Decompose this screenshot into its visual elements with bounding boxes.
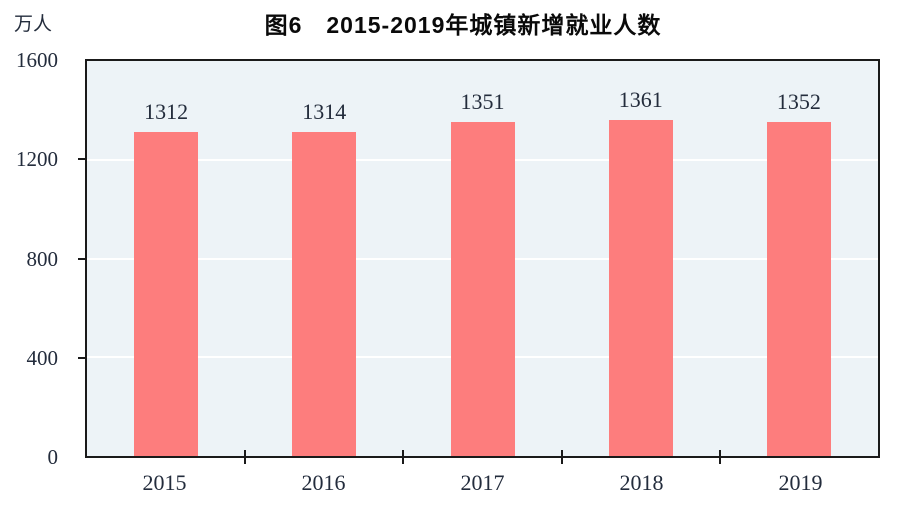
y-tick-label: 400 (26, 345, 59, 370)
bar-2016 (292, 132, 357, 456)
x-axis-tick-mark (244, 450, 247, 464)
x-axis-tick-mark (402, 450, 405, 464)
y-tick-label: 1600 (16, 48, 58, 72)
x-axis-label-2015: 2015 (142, 470, 187, 495)
bar-value-2019: 1352 (776, 89, 821, 114)
chart-title: 图6 2015-2019年城镇新增就业人数 (264, 12, 662, 38)
bar-2019 (766, 122, 831, 456)
bar-2017 (450, 122, 515, 456)
x-axis-tick-mark (560, 450, 563, 464)
bar-2018 (608, 120, 673, 456)
y-tick-label: 800 (26, 246, 59, 271)
bar-value-2018: 1361 (618, 87, 663, 112)
y-tick-label: 1200 (16, 147, 58, 172)
bar-2015 (134, 132, 199, 456)
y-axis-tick-mark (78, 257, 87, 260)
plot-area: 1312 1314 1351 1361 1352 (85, 59, 880, 458)
x-axis-tick-mark (718, 450, 721, 464)
x-axis-label-2019: 2019 (778, 470, 823, 495)
x-axis-label-2016: 2016 (301, 470, 346, 495)
bar-value-2017: 1351 (460, 89, 505, 114)
bar-value-2015: 1312 (144, 99, 189, 124)
y-tick-label: 0 (47, 445, 59, 469)
bar-value-2016: 1314 (302, 99, 347, 124)
y-axis-unit-label: 万人 (14, 14, 53, 35)
y-axis-tick-mark (78, 356, 87, 359)
x-axis-label-2018: 2018 (619, 470, 664, 495)
x-axis-label-2017: 2017 (460, 470, 505, 495)
y-axis-tick-mark (78, 158, 87, 161)
